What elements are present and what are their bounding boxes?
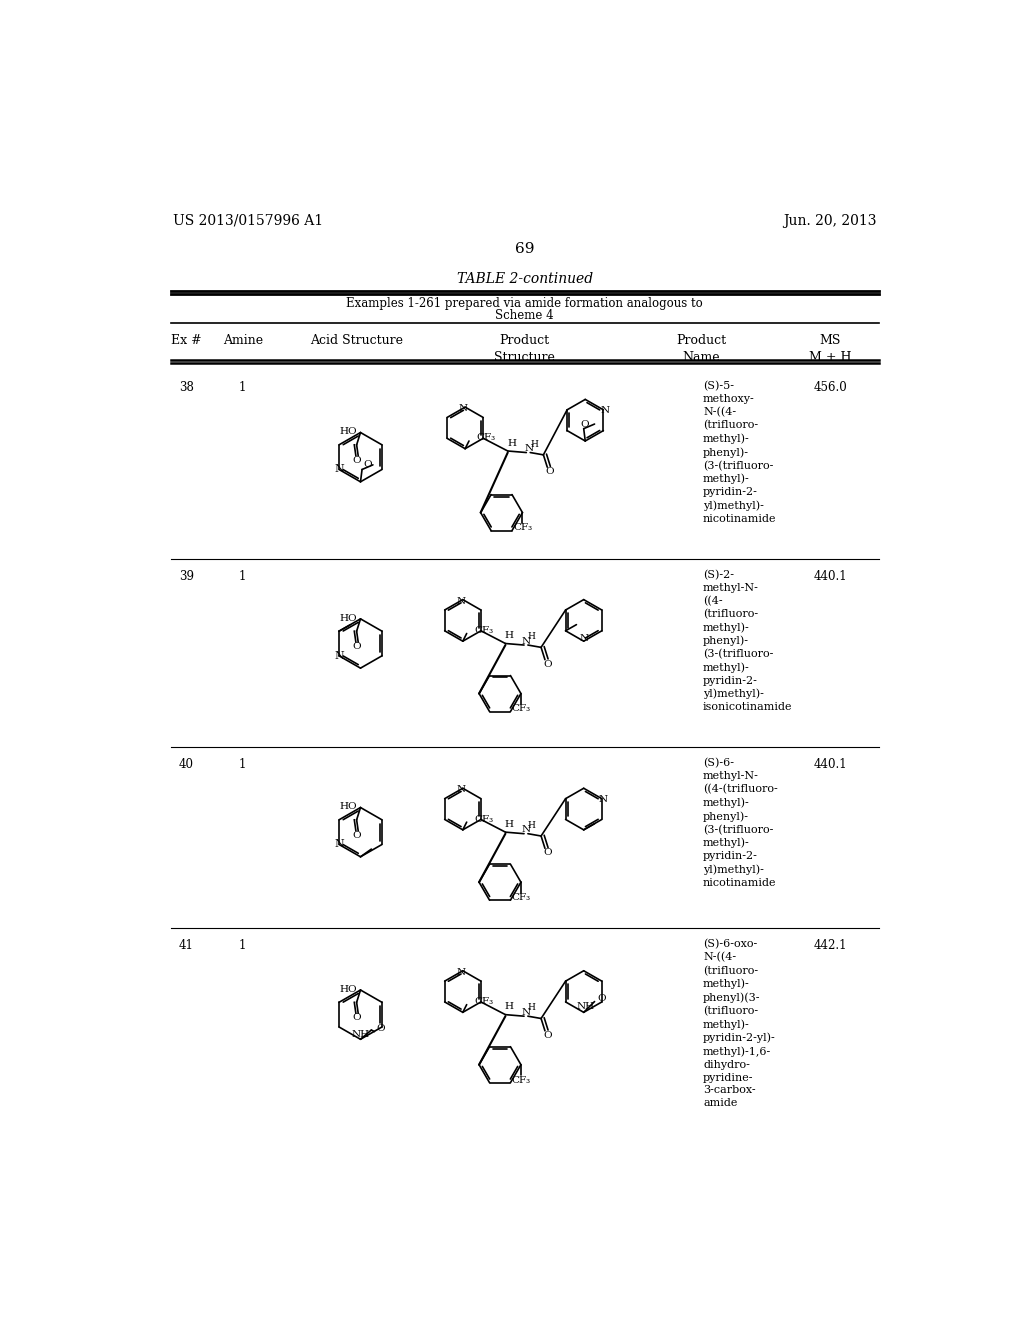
Text: Jun. 20, 2013: Jun. 20, 2013 bbox=[783, 214, 877, 228]
Text: 38: 38 bbox=[178, 381, 194, 393]
Text: 40: 40 bbox=[178, 758, 194, 771]
Text: H: H bbox=[530, 440, 538, 449]
Text: O: O bbox=[543, 1031, 552, 1040]
Text: CF₃: CF₃ bbox=[474, 814, 494, 824]
Text: NH: NH bbox=[577, 1002, 594, 1011]
Text: HO: HO bbox=[340, 428, 357, 436]
Text: N: N bbox=[457, 785, 466, 795]
Text: CF₃: CF₃ bbox=[513, 524, 532, 532]
Text: O: O bbox=[543, 849, 552, 858]
Text: 39: 39 bbox=[178, 570, 194, 582]
Text: (S)-6-
methyl-N-
((4-(trifluoro-
methyl)-
phenyl)-
(3-(trifluoro-
methyl)-
pyrid: (S)-6- methyl-N- ((4-(trifluoro- methyl)… bbox=[703, 758, 778, 887]
Text: Amine: Amine bbox=[222, 334, 263, 347]
Text: N: N bbox=[335, 465, 345, 474]
Text: H: H bbox=[527, 632, 536, 642]
Text: N: N bbox=[459, 404, 468, 413]
Text: H: H bbox=[505, 631, 514, 640]
Text: Examples 1-261 prepared via amide formation analogous to: Examples 1-261 prepared via amide format… bbox=[346, 297, 703, 310]
Text: Scheme 4: Scheme 4 bbox=[496, 309, 554, 322]
Text: US 2013/0157996 A1: US 2013/0157996 A1 bbox=[173, 214, 324, 228]
Text: O: O bbox=[376, 1024, 385, 1034]
Text: (S)-5-
methoxy-
N-((4-
(trifluoro-
methyl)-
phenyl)-
(3-(trifluoro-
methyl)-
pyr: (S)-5- methoxy- N-((4- (trifluoro- methy… bbox=[703, 381, 776, 524]
Text: O: O bbox=[598, 994, 606, 1003]
Text: O: O bbox=[352, 1014, 360, 1022]
Text: HO: HO bbox=[340, 803, 357, 812]
Text: CF₃: CF₃ bbox=[511, 705, 530, 713]
Text: MS
M + H: MS M + H bbox=[809, 334, 851, 364]
Text: H: H bbox=[527, 1003, 536, 1012]
Text: O: O bbox=[352, 455, 360, 465]
Text: H: H bbox=[505, 820, 514, 829]
Text: N: N bbox=[524, 445, 534, 453]
Text: O: O bbox=[352, 642, 360, 651]
Text: (S)-2-
methyl-N-
((4-
(trifluoro-
methyl)-
phenyl)-
(3-(trifluoro-
methyl)-
pyri: (S)-2- methyl-N- ((4- (trifluoro- methyl… bbox=[703, 570, 793, 713]
Text: CF₃: CF₃ bbox=[474, 626, 494, 635]
Text: HO: HO bbox=[340, 985, 357, 994]
Text: CF₃: CF₃ bbox=[511, 894, 530, 902]
Text: NH: NH bbox=[351, 1030, 370, 1039]
Text: Product
Structure: Product Structure bbox=[495, 334, 555, 364]
Text: N: N bbox=[335, 840, 345, 850]
Text: TABLE 2-continued: TABLE 2-continued bbox=[457, 272, 593, 286]
Text: Product
Name: Product Name bbox=[677, 334, 727, 364]
Text: H: H bbox=[505, 1002, 514, 1011]
Text: N: N bbox=[522, 636, 530, 645]
Text: (S)-6-oxo-
N-((4-
(trifluoro-
methyl)-
phenyl)(3-
(trifluoro-
methyl)-
pyridin-2: (S)-6-oxo- N-((4- (trifluoro- methyl)- p… bbox=[703, 940, 776, 1109]
Text: 69: 69 bbox=[515, 242, 535, 256]
Text: N: N bbox=[522, 1008, 530, 1016]
Text: HO: HO bbox=[340, 614, 357, 623]
Text: 1: 1 bbox=[239, 940, 247, 952]
Text: N: N bbox=[457, 968, 466, 977]
Text: CF₃: CF₃ bbox=[477, 433, 496, 442]
Text: H: H bbox=[527, 821, 536, 830]
Text: O: O bbox=[543, 660, 552, 669]
Text: 1: 1 bbox=[239, 381, 247, 393]
Text: CF₃: CF₃ bbox=[511, 1076, 530, 1085]
Text: O: O bbox=[581, 420, 589, 429]
Text: 442.1: 442.1 bbox=[813, 940, 847, 952]
Text: O: O bbox=[364, 461, 373, 470]
Text: N: N bbox=[522, 825, 530, 834]
Text: H: H bbox=[507, 438, 516, 447]
Text: N: N bbox=[600, 407, 609, 414]
Text: O: O bbox=[546, 467, 554, 477]
Text: CF₃: CF₃ bbox=[474, 997, 494, 1006]
Text: N: N bbox=[335, 651, 345, 661]
Text: 456.0: 456.0 bbox=[813, 381, 847, 393]
Text: 41: 41 bbox=[178, 940, 194, 952]
Text: 440.1: 440.1 bbox=[813, 570, 847, 582]
Text: Ex #: Ex # bbox=[171, 334, 202, 347]
Text: 440.1: 440.1 bbox=[813, 758, 847, 771]
Text: 1: 1 bbox=[239, 758, 247, 771]
Text: O: O bbox=[352, 830, 360, 840]
Text: N: N bbox=[457, 597, 466, 606]
Text: 1: 1 bbox=[239, 570, 247, 582]
Text: N: N bbox=[599, 795, 608, 804]
Text: N: N bbox=[580, 635, 589, 643]
Text: Acid Structure: Acid Structure bbox=[310, 334, 403, 347]
